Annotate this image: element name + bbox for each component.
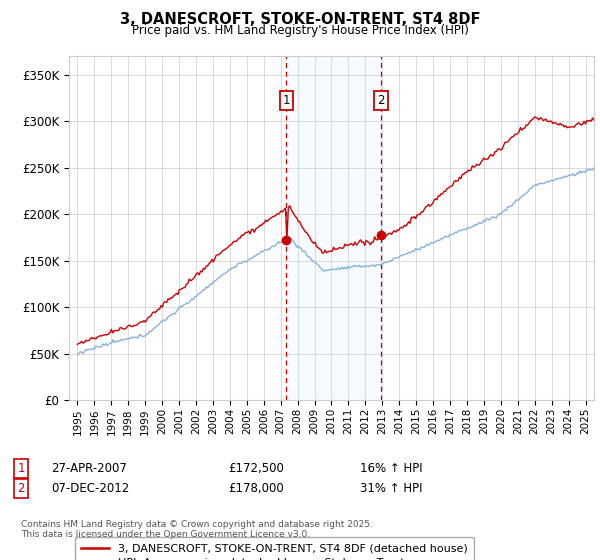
Text: 07-DEC-2012: 07-DEC-2012	[51, 482, 129, 495]
Text: 16% ↑ HPI: 16% ↑ HPI	[360, 462, 422, 475]
Text: £172,500: £172,500	[228, 462, 284, 475]
Legend: 3, DANESCROFT, STOKE-ON-TRENT, ST4 8DF (detached house), HPI: Average price, det: 3, DANESCROFT, STOKE-ON-TRENT, ST4 8DF (…	[74, 537, 475, 560]
Text: 2: 2	[17, 482, 25, 495]
Text: Contains HM Land Registry data © Crown copyright and database right 2025.
This d: Contains HM Land Registry data © Crown c…	[21, 520, 373, 539]
Text: 1: 1	[17, 462, 25, 475]
Text: £178,000: £178,000	[228, 482, 284, 495]
Text: 3, DANESCROFT, STOKE-ON-TRENT, ST4 8DF: 3, DANESCROFT, STOKE-ON-TRENT, ST4 8DF	[120, 12, 480, 27]
Text: 31% ↑ HPI: 31% ↑ HPI	[360, 482, 422, 495]
Bar	[286, 56, 381, 400]
Text: 2: 2	[377, 94, 385, 108]
Text: 1: 1	[283, 94, 290, 108]
Text: 27-APR-2007: 27-APR-2007	[51, 462, 127, 475]
Text: Price paid vs. HM Land Registry's House Price Index (HPI): Price paid vs. HM Land Registry's House …	[131, 24, 469, 36]
